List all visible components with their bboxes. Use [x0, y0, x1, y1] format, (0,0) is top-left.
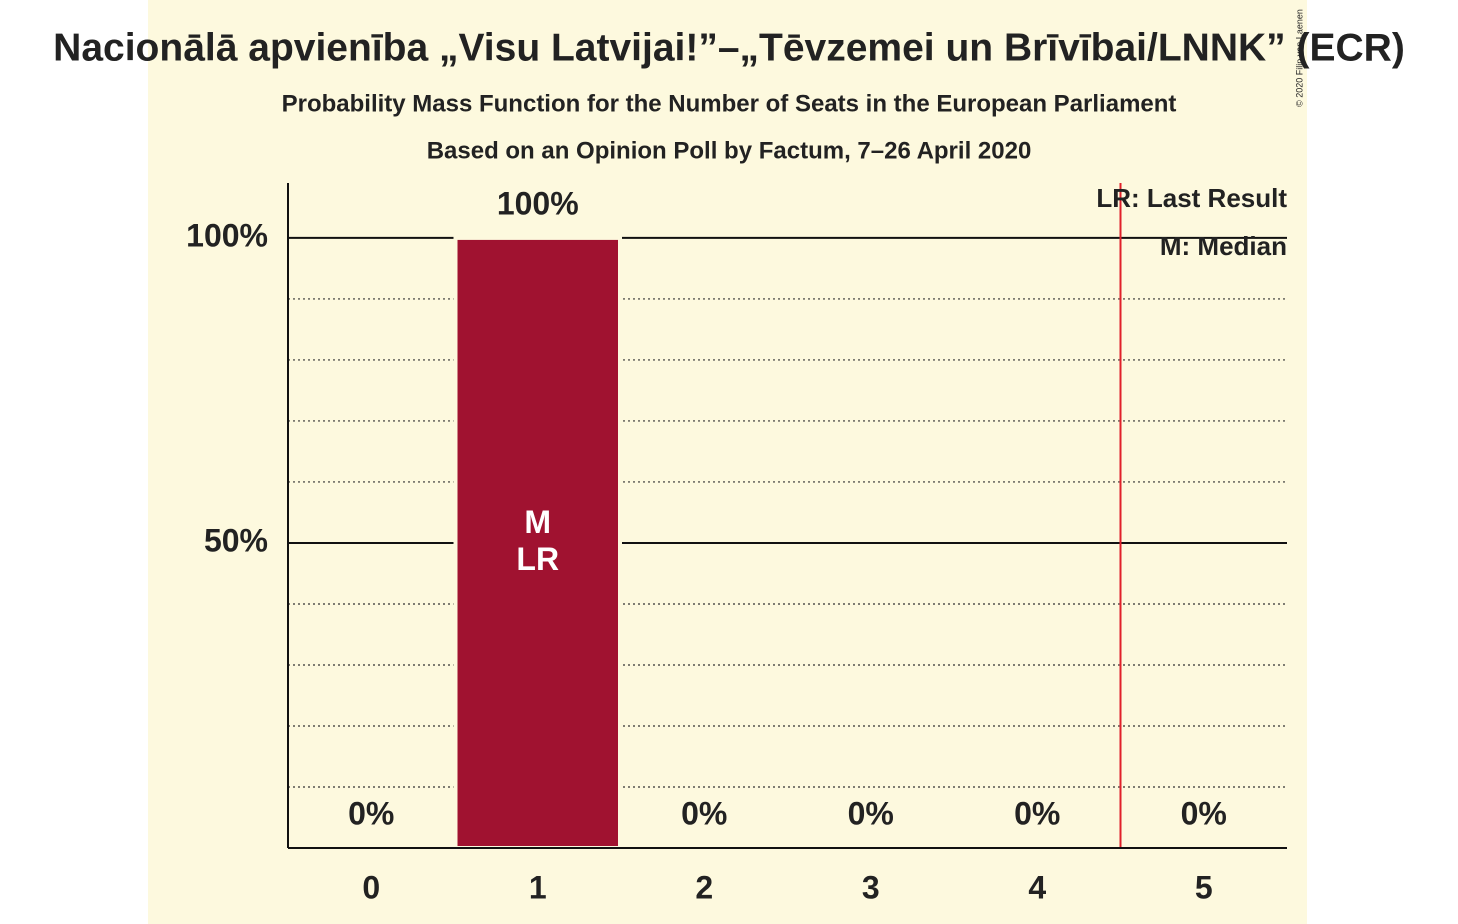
x-tick-label: 1 [529, 869, 547, 905]
value-label: 0% [1181, 795, 1227, 831]
x-tick-label: 3 [862, 869, 880, 905]
legend-entry: M: Median [1160, 231, 1287, 261]
bar [453, 235, 622, 850]
value-label: 0% [1014, 795, 1060, 831]
x-tick-label: 2 [695, 869, 713, 905]
value-label: 0% [848, 795, 894, 831]
bar-annotation: LR [516, 541, 559, 577]
value-label: 0% [348, 795, 394, 831]
x-tick-label: 5 [1195, 869, 1213, 905]
x-tick-label: 0 [362, 869, 380, 905]
panel [148, 0, 1307, 924]
copyright: © 2020 Filip van Laenen [1294, 9, 1304, 107]
bar-annotation: M [524, 504, 551, 540]
chart-title: Nacionālā apvienība „Visu Latvijai!”–„Tē… [53, 26, 1405, 69]
chart-subtitle: Based on an Opinion Poll by Factum, 7–26… [427, 137, 1032, 164]
x-tick-label: 4 [1028, 869, 1046, 905]
y-tick-label: 50% [204, 522, 268, 558]
value-label: 0% [681, 795, 727, 831]
y-tick-label: 100% [186, 217, 268, 253]
value-label: 100% [497, 185, 579, 221]
legend-entry: LR: Last Result [1096, 183, 1287, 213]
chart-subtitle: Probability Mass Function for the Number… [282, 90, 1177, 117]
